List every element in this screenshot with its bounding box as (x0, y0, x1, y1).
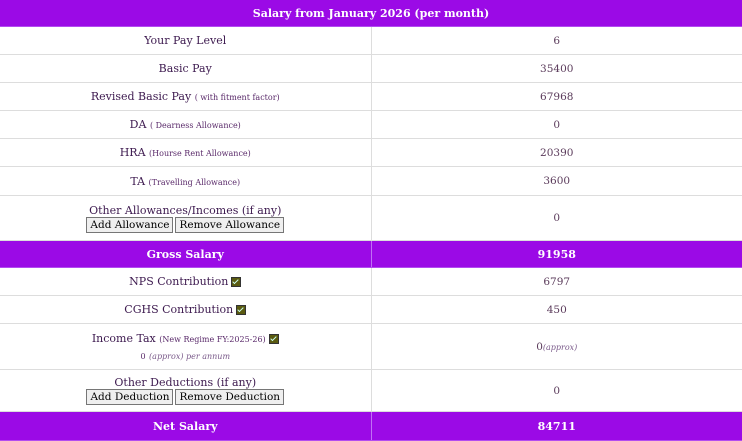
row-value: 3600 (371, 166, 742, 196)
net-salary-row: Net Salary 84711 (0, 411, 742, 441)
net-value: 84711 (371, 411, 742, 441)
row-note: ( Dearness Allowance) (149, 121, 241, 130)
row-value: 0 (371, 369, 742, 412)
gross-salary-row: Gross Salary 91958 (0, 240, 742, 268)
table-row: TA (Travelling Allowance) 3600 (0, 166, 742, 196)
row-label: NPS Contribution (129, 275, 229, 288)
title-row: Salary from January 2026 (per month) (0, 0, 742, 27)
row-value: 6797 (371, 267, 742, 296)
cghs-checkbox[interactable] (236, 305, 247, 315)
row-value: 35400 (371, 54, 742, 83)
table-row: DA ( Dearness Allowance) 0 (0, 110, 742, 139)
row-value: 0 (371, 110, 742, 139)
row-value: 450 (371, 295, 742, 324)
row-note: (Travelling Allowance) (148, 177, 241, 187)
other-deductions-row: Other Deductions (if any) Add Deduction Re… (0, 369, 742, 412)
cghs-row: CGHS Contribution 450 (0, 295, 742, 324)
income-tax-row: Income Tax (New Regime FY:2025-26) 0 (app… (0, 323, 742, 370)
row-note: (Hourse Rent Allowance) (149, 149, 251, 158)
income-tax-checkbox[interactable] (268, 333, 279, 344)
row-value: 67968 (371, 82, 742, 111)
table-row: HRA (Hourse Rent Allowance) 20390 (0, 138, 742, 167)
gross-label: Gross Salary (0, 240, 372, 268)
row-label: DA (129, 118, 147, 131)
row-value: 20390 (371, 138, 742, 167)
row-label: Your Pay Level (144, 34, 227, 47)
table-row: Your Pay Level 6 (0, 26, 742, 55)
row-label: Revised Basic Pay (90, 90, 192, 103)
remove-deduction-button[interactable]: Remove Deduction (175, 389, 285, 405)
row-label: Basic Pay (158, 62, 212, 75)
row-label: HRA (119, 146, 146, 159)
tax-value: 0 (536, 340, 543, 353)
row-label: CGHS Contribution (124, 303, 234, 316)
net-label: Net Salary (0, 411, 372, 441)
table-row: Basic Pay 35400 (0, 54, 742, 83)
row-label: Other Deductions (if any) (114, 376, 257, 389)
add-allowance-button[interactable]: Add Allowance (86, 216, 174, 233)
table-title: Salary from January 2026 (per month) (0, 0, 742, 27)
row-value: 0 (371, 195, 742, 241)
row-label: Other Allowances/Incomes (if any) (89, 203, 282, 217)
annual-tax-note: (approx) per annum (149, 351, 231, 361)
row-value: 6 (371, 26, 742, 55)
nps-checkbox[interactable] (231, 277, 242, 287)
gross-value: 91958 (371, 240, 742, 268)
row-label: Income Tax (91, 331, 156, 345)
add-deduction-button[interactable]: Add Deduction (86, 389, 174, 405)
table-row: Revised Basic Pay ( with fitment factor)… (0, 82, 742, 111)
row-note: ( with fitment factor) (194, 93, 280, 102)
tax-value-note: (approx) (542, 342, 578, 352)
other-allowances-row: Other Allowances/Incomes (if any) Add All… (0, 195, 742, 241)
remove-allowance-button[interactable]: Remove Allowance (175, 216, 285, 233)
nps-row: NPS Contribution 6797 (0, 267, 742, 296)
row-note: (New Regime FY:2025-26) (159, 334, 266, 344)
row-label: TA (130, 174, 146, 188)
annual-tax-value: 0 (140, 351, 146, 361)
